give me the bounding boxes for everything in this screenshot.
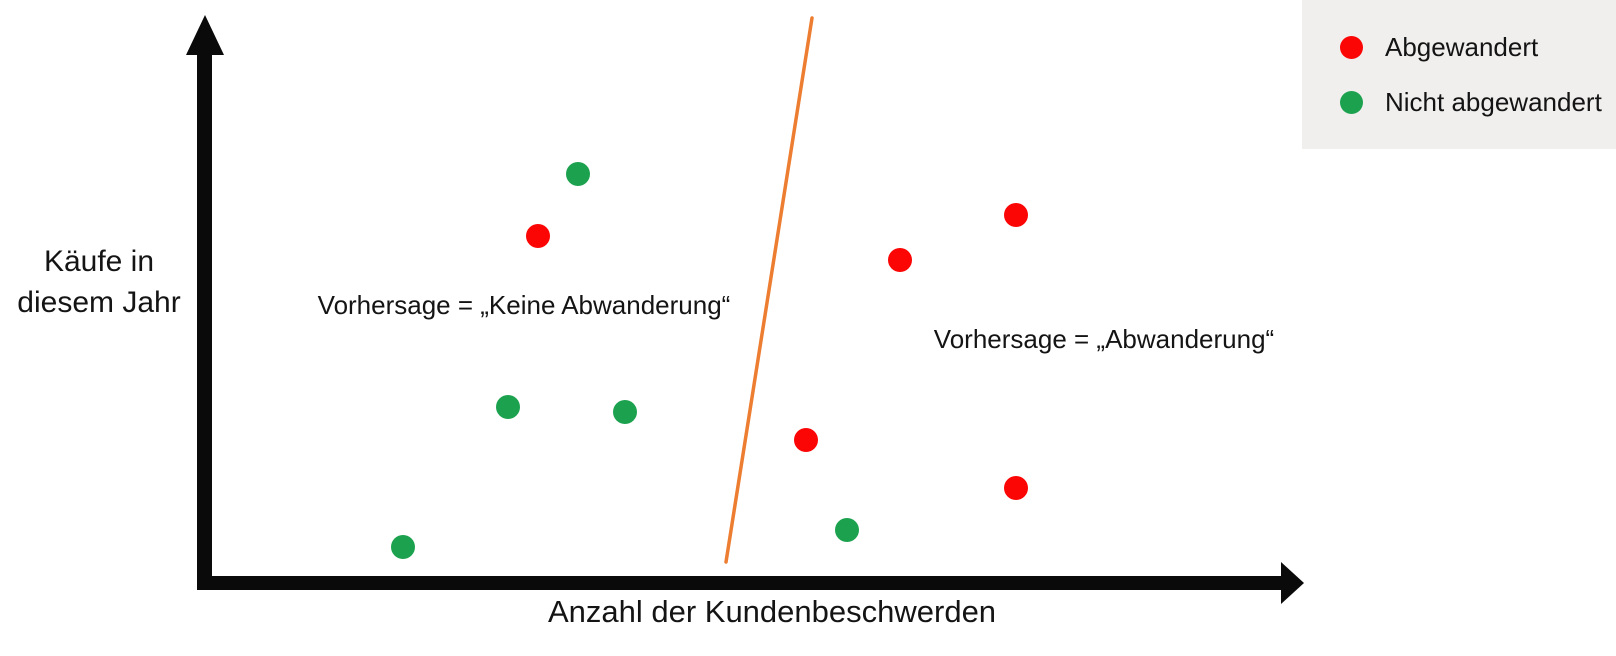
data-point-nicht-abgewandert [566, 162, 590, 186]
legend-item-not-churned: Nicht abgewandert [1340, 87, 1616, 118]
data-point-abgewandert [526, 224, 550, 248]
legend-item-churned: Abgewandert [1340, 32, 1616, 63]
x-axis-line [197, 576, 1284, 590]
data-point-nicht-abgewandert [391, 535, 415, 559]
y-axis-label-line2: diesem Jahr [17, 286, 181, 319]
legend: Abgewandert Nicht abgewandert [1302, 0, 1616, 149]
data-point-nicht-abgewandert [613, 400, 637, 424]
data-point-abgewandert [888, 248, 912, 272]
annotation-prediction-churn: Vorhersage = „Abwanderung“ [933, 324, 1275, 354]
data-point-abgewandert [794, 428, 818, 452]
data-point-nicht-abgewandert [496, 395, 520, 419]
not-churned-dot-icon [1340, 90, 1363, 114]
churned-dot-icon [1340, 35, 1363, 59]
y-axis-label-line1: Käufe in [43, 245, 155, 278]
data-point-nicht-abgewandert [835, 518, 859, 542]
y-axis-label: Käufe in diesem Jahr [8, 241, 190, 323]
y-axis-arrowhead-icon [186, 15, 224, 55]
y-axis-line [197, 40, 212, 590]
annotation-prediction-no-churn: Vorhersage = „Keine Abwanderung“ [317, 290, 731, 320]
x-axis-label: Anzahl der Kundenbeschwerden [547, 594, 997, 629]
legend-label-not-churned: Nicht abgewandert [1385, 86, 1602, 117]
decision-boundary-line [724, 16, 814, 564]
x-axis-arrowhead-icon [1281, 562, 1304, 604]
data-point-abgewandert [1004, 476, 1028, 500]
legend-label-churned: Abgewandert [1385, 31, 1539, 62]
data-point-abgewandert [1004, 203, 1028, 227]
